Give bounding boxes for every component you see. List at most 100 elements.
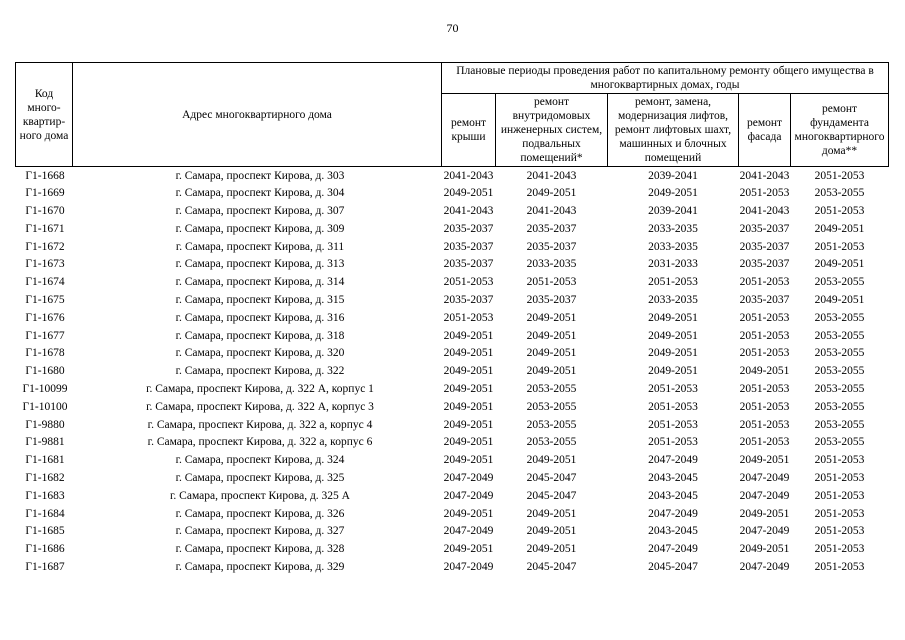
cell-foundation-period: 2053-2055 bbox=[814, 436, 865, 449]
cell-facade-period: 2049-2051 bbox=[739, 454, 790, 467]
cell-building-address: г. Самара, проспект Кирова, д. 328 bbox=[175, 543, 345, 556]
cell-roof-period: 2049-2051 bbox=[443, 187, 494, 200]
cell-foundation-period: 2051-2053 bbox=[814, 525, 865, 538]
cell-building-code: Г1-1685 bbox=[25, 525, 65, 538]
cell-building-address: г. Самара, проспект Кирова, д. 311 bbox=[175, 240, 345, 253]
table-row: Г1-1671 г. Самара, проспект Кирова, д. 3… bbox=[16, 220, 889, 238]
cell-foundation-period: 2053-2055 bbox=[814, 329, 865, 342]
cell-building-code: Г1-1683 bbox=[25, 489, 65, 502]
cell-facade-period: 2051-2053 bbox=[739, 276, 790, 289]
cell-roof-period: 2049-2051 bbox=[443, 329, 494, 342]
cell-facade-period: 2035-2037 bbox=[739, 258, 790, 271]
cell-foundation-period: 2051-2053 bbox=[814, 489, 865, 502]
cell-building-code: Г1-10099 bbox=[22, 383, 68, 396]
cell-building-code: Г1-1671 bbox=[25, 222, 65, 235]
cell-roof-period: 2035-2037 bbox=[443, 258, 494, 271]
cell-building-address: г. Самара, проспект Кирова, д. 325 bbox=[175, 472, 345, 485]
cell-facade-period: 2035-2037 bbox=[739, 240, 790, 253]
table-row: Г1-1683 г. Самара, проспект Кирова, д. 3… bbox=[16, 487, 889, 505]
cell-foundation-period: 2053-2055 bbox=[814, 383, 865, 396]
cell-foundation-period: 2049-2051 bbox=[814, 258, 865, 271]
cell-lifts-period: 2049-2051 bbox=[648, 187, 698, 200]
cell-systems-period: 2035-2037 bbox=[526, 294, 577, 307]
cell-foundation-period: 2053-2055 bbox=[814, 418, 865, 431]
cell-systems-period: 2053-2055 bbox=[526, 436, 577, 449]
table-row: Г1-1672 г. Самара, проспект Кирова, д. 3… bbox=[16, 238, 889, 256]
cell-roof-period: 2049-2051 bbox=[443, 436, 494, 449]
cell-foundation-period: 2051-2053 bbox=[814, 240, 865, 253]
cell-systems-period: 2049-2051 bbox=[526, 311, 577, 324]
cell-lifts-period: 2033-2035 bbox=[648, 294, 698, 307]
table-row: Г1-1687 г. Самара, проспект Кирова, д. 3… bbox=[16, 558, 889, 576]
cell-building-code: Г1-1682 bbox=[25, 472, 65, 485]
cell-foundation-period: 2053-2055 bbox=[814, 187, 865, 200]
table-row: Г1-1668 г. Самара, проспект Кирова, д. 3… bbox=[16, 167, 889, 185]
table-row: Г1-1684 г. Самара, проспект Кирова, д. 3… bbox=[16, 505, 889, 523]
cell-lifts-period: 2043-2045 bbox=[648, 525, 698, 538]
cell-building-address: г. Самара, проспект Кирова, д. 322 а, ко… bbox=[147, 436, 373, 449]
cell-systems-period: 2033-2035 bbox=[526, 258, 577, 271]
cell-lifts-period: 2049-2051 bbox=[648, 365, 698, 378]
cell-systems-period: 2051-2053 bbox=[526, 276, 577, 289]
table-row: Г1-10099 г. Самара, проспект Кирова, д. … bbox=[16, 380, 889, 398]
cell-facade-period: 2049-2051 bbox=[739, 507, 790, 520]
header-code-column: Код много- квартир- ного дома bbox=[15, 61, 73, 168]
cell-building-code: Г1-10100 bbox=[22, 400, 68, 413]
cell-systems-period: 2049-2051 bbox=[526, 543, 577, 556]
cell-building-address: г. Самара, проспект Кирова, д. 303 bbox=[175, 169, 345, 182]
cell-lifts-period: 2051-2053 bbox=[648, 400, 698, 413]
cell-roof-period: 2047-2049 bbox=[443, 525, 494, 538]
cell-lifts-period: 2047-2049 bbox=[648, 507, 698, 520]
cell-foundation-period: 2051-2053 bbox=[814, 507, 865, 520]
cell-building-code: Г1-1680 bbox=[25, 365, 65, 378]
cell-lifts-period: 2033-2035 bbox=[648, 240, 698, 253]
table-row: Г1-10100 г. Самара, проспект Кирова, д. … bbox=[16, 398, 889, 416]
cell-facade-period: 2049-2051 bbox=[739, 365, 790, 378]
cell-lifts-period: 2047-2049 bbox=[648, 543, 698, 556]
cell-building-address: г. Самара, проспект Кирова, д. 322 а, ко… bbox=[147, 418, 373, 431]
cell-roof-period: 2049-2051 bbox=[443, 383, 494, 396]
cell-lifts-period: 2043-2045 bbox=[648, 489, 698, 502]
cell-facade-period: 2051-2053 bbox=[739, 436, 790, 449]
cell-building-address: г. Самара, проспект Кирова, д. 322 bbox=[175, 365, 345, 378]
cell-facade-period: 2051-2053 bbox=[739, 187, 790, 200]
table-row: Г1-1677 г. Самара, проспект Кирова, д. 3… bbox=[16, 327, 889, 345]
header-group-title: Плановые периоды проведения работ по кап… bbox=[440, 61, 890, 95]
cell-building-address: г. Самара, проспект Кирова, д. 329 bbox=[175, 561, 345, 574]
cell-building-address: г. Самара, проспект Кирова, д. 313 bbox=[175, 258, 345, 271]
table-row: Г1-1675 г. Самара, проспект Кирова, д. 3… bbox=[16, 291, 889, 309]
cell-lifts-period: 2039-2041 bbox=[648, 205, 698, 218]
cell-roof-period: 2049-2051 bbox=[443, 418, 494, 431]
cell-roof-period: 2035-2037 bbox=[443, 222, 494, 235]
cell-building-address: г. Самара, проспект Кирова, д. 316 bbox=[175, 311, 345, 324]
table-row: Г1-1678 г. Самара, проспект Кирова, д. 3… bbox=[16, 345, 889, 363]
cell-systems-period: 2049-2051 bbox=[526, 507, 577, 520]
cell-foundation-period: 2053-2055 bbox=[814, 400, 865, 413]
cell-building-address: г. Самара, проспект Кирова, д. 320 bbox=[175, 347, 345, 360]
cell-systems-period: 2041-2043 bbox=[526, 169, 577, 182]
cell-systems-period: 2045-2047 bbox=[526, 472, 577, 485]
cell-facade-period: 2047-2049 bbox=[739, 489, 790, 502]
cell-building-code: Г1-1676 bbox=[25, 311, 65, 324]
header-facade-column: ремонт фасада bbox=[738, 93, 791, 168]
cell-facade-period: 2051-2053 bbox=[739, 383, 790, 396]
cell-building-code: Г1-1686 bbox=[25, 543, 65, 556]
table-row: Г1-1669 г. Самара, проспект Кирова, д. 3… bbox=[16, 184, 889, 202]
cell-facade-period: 2051-2053 bbox=[739, 311, 790, 324]
header-foundation-column: ремонт фундамента многоквартирного дома*… bbox=[789, 93, 890, 168]
table-row: Г1-1686 г. Самара, проспект Кирова, д. 3… bbox=[16, 540, 889, 558]
table-row: Г1-1673 г. Самара, проспект Кирова, д. 3… bbox=[16, 256, 889, 274]
cell-facade-period: 2035-2037 bbox=[739, 222, 790, 235]
cell-lifts-period: 2049-2051 bbox=[648, 347, 698, 360]
table-row: Г1-9881 г. Самара, проспект Кирова, д. 3… bbox=[16, 434, 889, 452]
cell-roof-period: 2049-2051 bbox=[443, 543, 494, 556]
cell-foundation-period: 2049-2051 bbox=[814, 222, 865, 235]
cell-foundation-period: 2053-2055 bbox=[814, 347, 865, 360]
cell-building-address: г. Самара, проспект Кирова, д. 307 bbox=[175, 205, 345, 218]
cell-roof-period: 2049-2051 bbox=[443, 365, 494, 378]
cell-lifts-period: 2051-2053 bbox=[648, 276, 698, 289]
cell-foundation-period: 2049-2051 bbox=[814, 294, 865, 307]
repair-schedule-table: Код много- квартир- ного дома Адрес мног… bbox=[15, 61, 890, 576]
cell-building-address: г. Самара, проспект Кирова, д. 326 bbox=[175, 507, 345, 520]
cell-building-address: г. Самара, проспект Кирова, д. 322 А, ко… bbox=[146, 400, 374, 413]
